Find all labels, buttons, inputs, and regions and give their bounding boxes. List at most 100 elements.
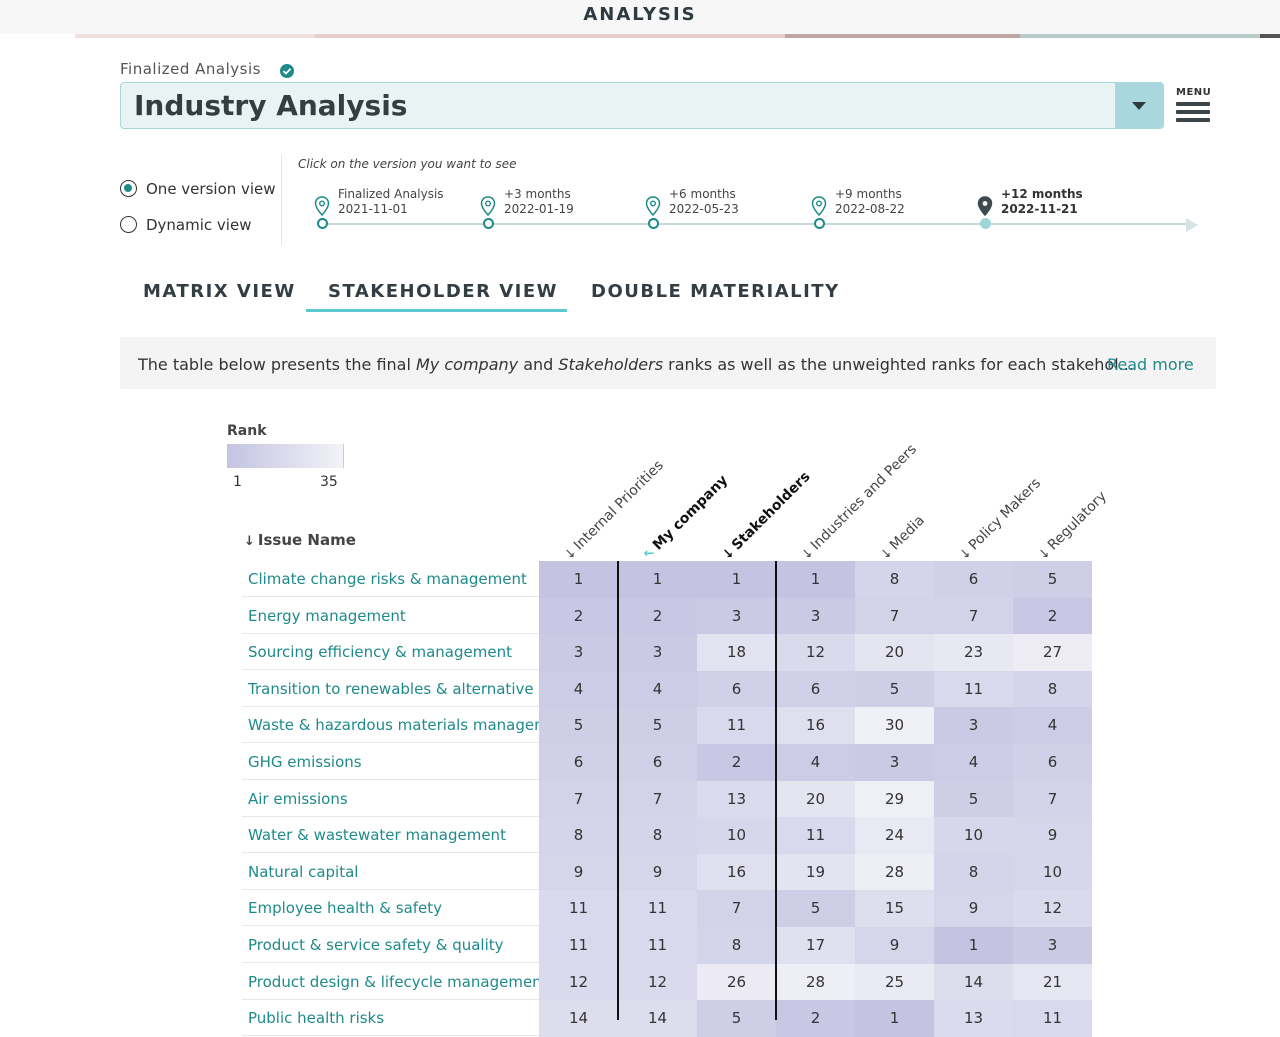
rank-cell: 6 [776,670,855,708]
rank-cell: 4 [1013,707,1092,745]
issue-name-link[interactable]: Product design & lifecycle management [242,964,539,1000]
issue-name-header[interactable]: ↓ Issue Name [244,531,356,549]
table-row: Energy management 2 2 3 3 7 7 2 [242,597,1092,635]
rank-cell: 6 [1013,744,1092,781]
issue-name-link[interactable]: Waste & hazardous materials managem... [242,707,539,744]
rank-cell: 3 [934,707,1013,745]
rank-cell: 4 [776,744,855,781]
rank-cell: 2 [618,597,697,635]
rank-cell: 11 [618,927,697,964]
issue-name-link[interactable]: Climate change risks & management [242,561,539,597]
legend-max: 35 [320,474,338,490]
rank-cell: 18 [697,634,776,672]
timeline-version-3[interactable]: +6 months 2022-05-23 [645,185,803,231]
issue-name-link[interactable]: Public health risks [242,1000,539,1037]
column-header[interactable]: ↓Media [877,512,928,563]
rank-cell: 11 [776,817,855,855]
rank-cell: 20 [776,780,855,818]
rank-cell: 6 [934,561,1013,598]
rank-cell: 4 [539,670,618,708]
rank-cell: 2 [697,744,776,781]
rank-cell: 12 [1013,890,1092,928]
rank-cell: 8 [855,561,934,598]
issue-name-link[interactable]: Natural capital [242,854,539,890]
rank-cell: 5 [934,780,1013,818]
rank-cell: 20 [855,634,934,672]
issue-name-link[interactable]: Energy management [242,598,539,634]
rank-cell: 9 [618,853,697,891]
rank-cell: 10 [1013,853,1092,891]
rank-cell: 13 [697,780,776,818]
rank-cell: 28 [855,853,934,891]
table-row: Transition to renewables & alternative e… [242,670,1092,708]
timeline-version-1[interactable]: Finalized Analysis 2021-11-01 [314,185,472,231]
table-row: Sourcing efficiency & management 3 3 18 12 20… [242,634,1092,672]
column-header[interactable]: ↖My company [640,472,731,563]
timeline-version-date: 2022-05-23 [669,202,739,216]
divider [281,155,282,245]
radio-one-version-view[interactable]: One version view [120,178,420,202]
rank-cell: 7 [618,780,697,818]
issue-name-link[interactable]: Water & wastewater management [242,817,539,854]
timeline-dot [317,218,328,229]
rank-cell: 3 [776,597,855,635]
rank-cell: 8 [539,817,618,855]
timeline-version-label: Finalized Analysis [338,187,444,201]
rank-cell: 6 [618,744,697,781]
rank-cell: 4 [618,670,697,708]
issue-name-link[interactable]: Employee health & safety [242,890,539,927]
issue-name-link[interactable]: Product & service safety & quality [242,927,539,963]
verified-check-icon [280,64,294,78]
radio-unselected-icon [120,216,137,233]
radio-dynamic-view[interactable]: Dynamic view [120,214,420,238]
rank-cell: 5 [539,707,618,745]
timeline-dot [980,218,991,229]
rank-cell: 12 [618,963,697,1001]
timeline-version-4[interactable]: +9 months 2022-08-22 [811,185,969,231]
rank-cell: 8 [618,817,697,855]
column-header-label: Regulatory [1044,488,1110,554]
rank-cell: 2 [776,1000,855,1037]
tab-matrix-view[interactable]: MATRIX VIEW [143,281,296,302]
rank-cell: 9 [855,927,934,964]
rank-cell: 12 [539,963,618,1001]
timeline-version-2[interactable]: +3 months 2022-01-19 [480,185,638,231]
rank-cell: 7 [539,780,618,818]
column-header[interactable]: ↓Regulatory [1035,488,1110,563]
menu-button[interactable]: MENU [1176,87,1216,131]
rank-cell: 3 [539,634,618,672]
rank-cell: 21 [1013,963,1092,1001]
location-pin-filled-icon [977,196,993,216]
issue-name-link[interactable]: GHG emissions [242,744,539,780]
rank-cell: 27 [1013,634,1092,672]
issue-header-label: Issue Name [257,531,356,549]
analysis-select[interactable]: Industry Analysis [120,82,1164,129]
location-pin-icon [480,196,496,216]
rank-cell: 1 [776,561,855,598]
tab-double-materiality[interactable]: DOUBLE MATERIALITY [591,281,840,302]
rank-cell: 1 [539,561,618,598]
legend-gradient [227,444,344,468]
read-more-link[interactable]: Read more [1107,355,1194,374]
tab-stakeholder-view[interactable]: STAKEHOLDER VIEW [328,281,558,302]
analysis-status-label: Finalized Analysis [120,60,261,78]
timeline-dot [648,218,659,229]
sort-arrow-icon: ↓ [244,534,255,549]
issue-name-link[interactable]: Transition to renewables & alternative e… [242,671,539,707]
rank-cell: 2 [1013,597,1092,635]
timeline-version-5[interactable]: +12 months 2022-11-21 [977,185,1135,231]
column-header[interactable]: ↓Policy Makers [956,475,1044,563]
issue-name-link[interactable]: Air emissions [242,781,539,817]
rank-cell: 9 [539,853,618,891]
rank-cell: 26 [697,963,776,1001]
rank-cell: 30 [855,707,934,745]
chevron-down-icon [1132,102,1146,110]
rank-cell: 11 [539,890,618,928]
issue-name-link[interactable]: Sourcing efficiency & management [242,634,539,671]
column-header-label: Stakeholders [728,468,814,554]
table-row: Water & wastewater management 8 8 10 11 24 10 9 [242,817,1092,855]
table-row: Product design & lifecycle management 12 1… [242,963,1092,1001]
timeline-version-date: 2022-08-22 [835,202,905,216]
topbar-accent-line [785,34,1020,38]
analysis-dropdown-button[interactable] [1115,83,1163,128]
